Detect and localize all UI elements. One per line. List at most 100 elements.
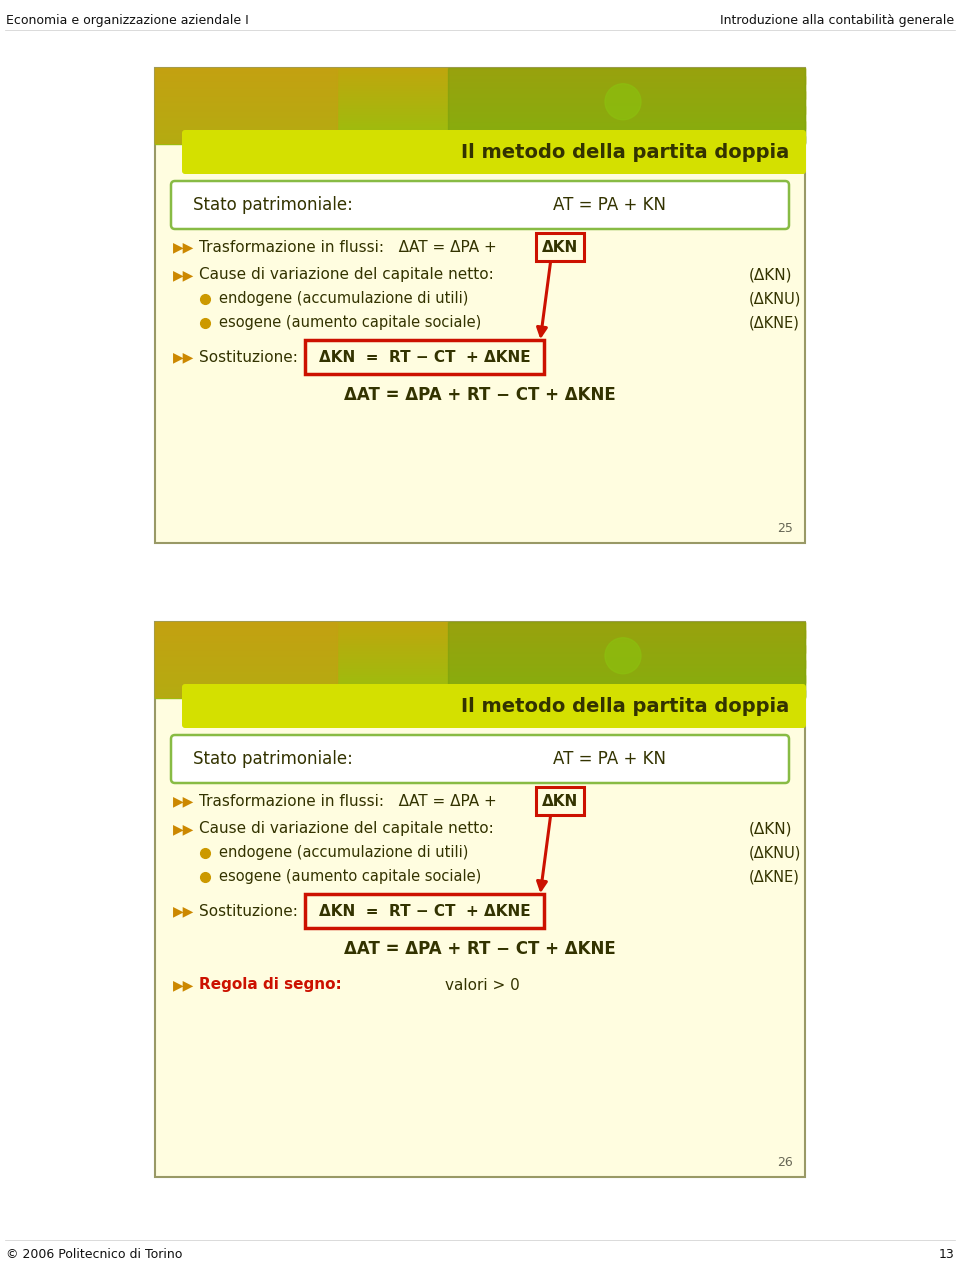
Text: Introduzione alla contabilità generale: Introduzione alla contabilità generale	[720, 14, 954, 26]
Text: © 2006 Politecnico di Torino: © 2006 Politecnico di Torino	[6, 1248, 182, 1261]
Bar	[155, 646, 805, 647]
Bar	[155, 670, 805, 671]
Bar	[155, 682, 805, 683]
Bar	[155, 79, 805, 81]
FancyBboxPatch shape	[182, 683, 806, 728]
Bar	[155, 683, 805, 685]
FancyBboxPatch shape	[536, 233, 584, 261]
Bar	[155, 685, 805, 686]
Text: AT = PA + KN: AT = PA + KN	[553, 195, 666, 214]
Bar	[155, 644, 805, 646]
Bar	[155, 622, 805, 623]
Bar	[155, 87, 805, 88]
Bar	[155, 81, 805, 82]
Bar	[155, 692, 805, 694]
Bar	[155, 91, 805, 92]
Text: ΔKN  =  RT − CT  + ΔKNE: ΔKN = RT − CT + ΔKNE	[319, 903, 530, 918]
Text: AT = PA + KN: AT = PA + KN	[553, 750, 666, 768]
Bar	[155, 668, 805, 671]
Bar	[155, 624, 805, 625]
Bar	[155, 69, 805, 71]
Bar	[155, 92, 805, 93]
Bar	[155, 119, 805, 120]
FancyBboxPatch shape	[171, 735, 789, 783]
Bar	[155, 647, 805, 648]
Bar	[155, 125, 805, 126]
Bar	[155, 677, 805, 678]
FancyBboxPatch shape	[305, 894, 544, 928]
Bar	[155, 653, 805, 654]
Bar	[155, 88, 805, 90]
Bar	[155, 671, 805, 672]
Bar	[155, 71, 805, 72]
Bar	[155, 105, 805, 106]
Bar	[155, 665, 805, 666]
Bar	[447, 68, 805, 142]
Bar	[155, 136, 805, 137]
Bar	[155, 86, 805, 87]
Bar	[155, 639, 805, 641]
Bar	[155, 68, 337, 142]
Bar	[155, 694, 805, 695]
Bar	[155, 665, 805, 667]
Bar	[155, 131, 805, 132]
Bar	[155, 140, 805, 141]
Bar	[155, 112, 805, 113]
Bar	[155, 634, 805, 636]
Bar	[155, 687, 805, 689]
FancyBboxPatch shape	[171, 182, 789, 230]
Bar	[155, 654, 805, 656]
Text: Regola di segno:: Regola di segno:	[199, 977, 342, 992]
Bar	[447, 622, 805, 697]
FancyBboxPatch shape	[536, 787, 584, 815]
Bar	[155, 69, 805, 72]
Text: (ΔKN): (ΔKN)	[749, 267, 793, 282]
Text: ▶▶: ▶▶	[173, 822, 194, 836]
Bar	[155, 672, 805, 675]
Bar	[155, 691, 805, 692]
Bar	[155, 73, 805, 74]
Bar	[155, 142, 805, 144]
Bar	[155, 660, 805, 661]
Bar	[155, 92, 805, 93]
Bar	[155, 115, 805, 116]
Bar	[155, 643, 805, 644]
Text: Il metodo della partita doppia: Il metodo della partita doppia	[461, 142, 789, 161]
Bar	[155, 88, 805, 90]
Bar	[155, 690, 805, 691]
Bar	[155, 651, 805, 652]
Text: Il metodo della partita doppia: Il metodo della partita doppia	[461, 696, 789, 715]
Bar	[155, 73, 805, 76]
Bar	[155, 137, 805, 139]
Text: endogene (accumulazione di utili): endogene (accumulazione di utili)	[219, 291, 468, 306]
Bar	[155, 623, 805, 624]
Text: 13: 13	[938, 1248, 954, 1261]
Text: Trasformazione in flussi:   ΔAT = ΔPA +: Trasformazione in flussi: ΔAT = ΔPA +	[199, 793, 502, 808]
Bar	[155, 627, 805, 628]
Bar	[155, 633, 805, 634]
Bar	[155, 668, 805, 670]
Text: ▶▶: ▶▶	[173, 904, 194, 918]
Bar	[155, 124, 805, 125]
Text: ▶▶: ▶▶	[173, 794, 194, 808]
Bar	[155, 662, 805, 663]
Bar	[155, 121, 805, 122]
Text: ΔAT = ΔPA + RT − CT + ΔKNE: ΔAT = ΔPA + RT − CT + ΔKNE	[344, 386, 616, 404]
Bar	[155, 126, 805, 127]
FancyBboxPatch shape	[305, 340, 544, 375]
Bar	[155, 84, 805, 86]
Bar	[155, 673, 805, 675]
Text: ΔKN: ΔKN	[541, 793, 578, 808]
Bar	[155, 687, 805, 689]
Bar	[155, 125, 805, 126]
Bar	[155, 658, 805, 660]
Text: Stato patrimoniale:: Stato patrimoniale:	[193, 195, 353, 214]
Bar	[155, 110, 805, 111]
FancyBboxPatch shape	[182, 130, 806, 174]
Bar	[155, 81, 805, 82]
Bar	[155, 639, 805, 642]
Bar	[155, 622, 337, 697]
Text: endogene (accumulazione di utili): endogene (accumulazione di utili)	[219, 845, 468, 860]
Bar	[155, 129, 805, 130]
Text: ΔAT = ΔPA + RT − CT + ΔKNE: ΔAT = ΔPA + RT − CT + ΔKNE	[344, 939, 616, 958]
